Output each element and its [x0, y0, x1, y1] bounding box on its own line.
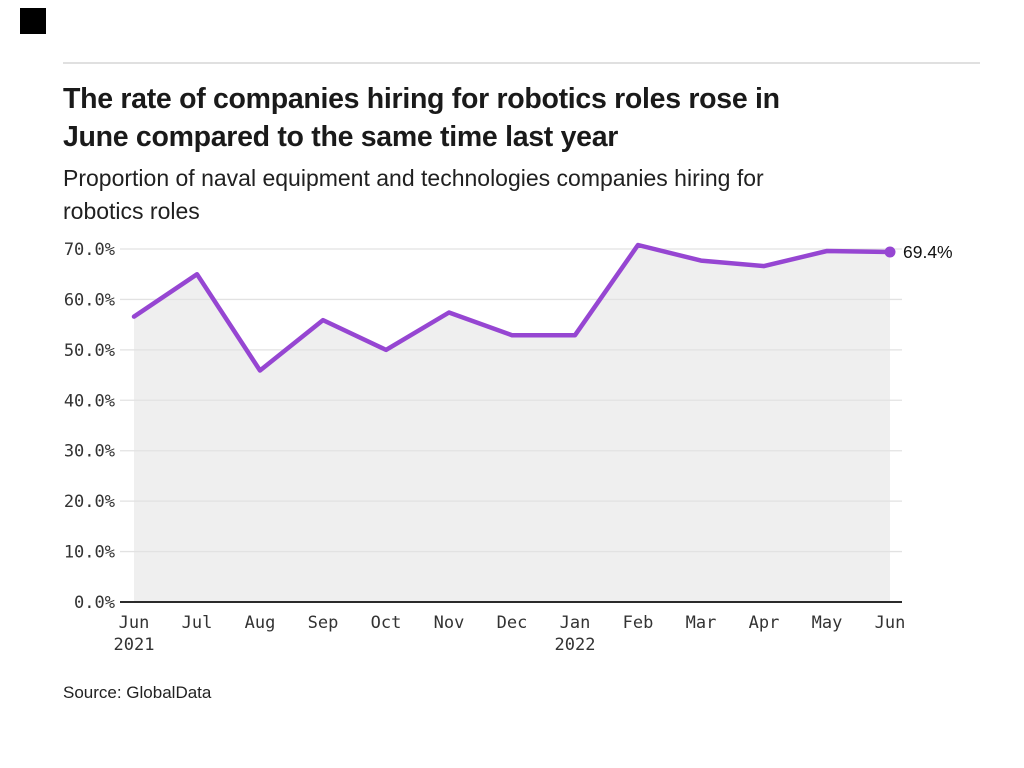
x-axis-year-label: 2022: [555, 635, 596, 655]
x-axis-tick-label: Aug: [245, 613, 276, 633]
x-axis-tick-label: Jan: [560, 613, 591, 633]
brand-logo-black-square-icon: [20, 8, 46, 34]
chart-subtitle-line1: Proportion of naval equipment and techno…: [63, 165, 764, 191]
y-axis-tick-label: 0.0%: [74, 593, 115, 613]
chart-endpoint-dot: [884, 246, 896, 258]
x-axis-tick-label: Dec: [497, 613, 528, 633]
chart-subtitle-line2: robotics roles: [63, 198, 200, 224]
chart-end-value-label: 69.4%: [903, 242, 953, 262]
top-divider-rule: [63, 62, 980, 64]
chart-title: The rate of companies hiring for robotic…: [63, 80, 780, 156]
source-attribution: Source: GlobalData: [63, 683, 212, 702]
y-axis-tick-label: 10.0%: [64, 543, 115, 563]
y-axis-tick-label: 60.0%: [64, 290, 115, 310]
x-axis-year-label: 2021: [114, 635, 155, 655]
y-axis-tick-label: 20.0%: [64, 492, 115, 512]
x-axis-tick-label: May: [812, 613, 843, 633]
x-axis-tick-label: Apr: [749, 613, 780, 633]
y-axis-tick-label: 70.0%: [64, 240, 115, 260]
x-axis-tick-label: Mar: [686, 613, 717, 633]
x-axis-tick-label: Sep: [308, 613, 339, 633]
x-axis-tick-label: Jul: [182, 613, 213, 633]
chart-line-series: [131, 242, 893, 373]
chart-title-line1: The rate of companies hiring for robotic…: [63, 83, 780, 115]
x-axis-tick-label: Jun: [119, 613, 150, 633]
y-axis-tick-label: 30.0%: [64, 442, 115, 462]
chart-subtitle: Proportion of naval equipment and techno…: [63, 162, 764, 228]
chart-title-line2: June compared to the same time last year: [63, 121, 619, 153]
x-axis-tick-label: Feb: [623, 613, 654, 633]
x-axis-tick-label: Jun: [875, 613, 906, 633]
y-axis-tick-label: 50.0%: [64, 341, 115, 361]
x-axis-tick-label: Nov: [434, 613, 465, 633]
x-axis-tick-label: Oct: [371, 613, 402, 633]
y-axis-tick-label: 40.0%: [64, 391, 115, 411]
chart-area-fill: [134, 245, 890, 602]
